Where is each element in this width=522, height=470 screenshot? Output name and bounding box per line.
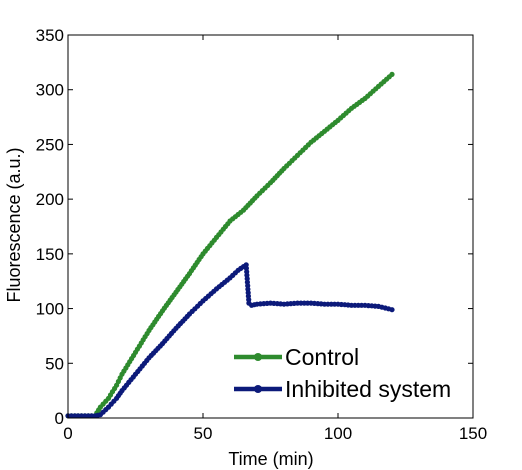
plot-frame (67, 34, 474, 419)
legend-label: Control (285, 344, 359, 370)
ticks-layer: 0 50 100 150 0 50 100 150 200 250 300 350 (36, 26, 488, 443)
legend-swatch-marker (254, 353, 262, 361)
x-axis-label: Time (min) (228, 449, 313, 469)
y-tick-label: 0 (55, 409, 64, 428)
data-point (389, 307, 395, 313)
series-layer (65, 71, 395, 419)
data-point (389, 71, 395, 77)
y-tick-label: 150 (36, 245, 64, 264)
legend-entry-inhibited-system: Inhibited system (234, 376, 451, 402)
y-tick-label: 100 (36, 300, 64, 319)
y-axis-label: Fluorescence (a.u.) (4, 147, 24, 302)
legend-swatch-marker (254, 385, 262, 393)
y-tick-label: 300 (36, 81, 64, 100)
y-tick-label: 250 (36, 135, 64, 154)
y-tick-label: 50 (45, 354, 64, 373)
legend-entry-control: Control (234, 344, 359, 370)
y-tick-label: 200 (36, 190, 64, 209)
x-tick-label: 50 (194, 424, 213, 443)
series-inhibited-system (65, 262, 395, 419)
x-tick-label: 150 (459, 424, 487, 443)
x-tick-label: 100 (324, 424, 352, 443)
legend: Control Inhibited system (234, 344, 451, 402)
legend-label: Inhibited system (285, 376, 451, 402)
y-tick-label: 350 (36, 26, 64, 45)
axes-layer (67, 34, 474, 419)
x-tick-label: 0 (63, 424, 72, 443)
